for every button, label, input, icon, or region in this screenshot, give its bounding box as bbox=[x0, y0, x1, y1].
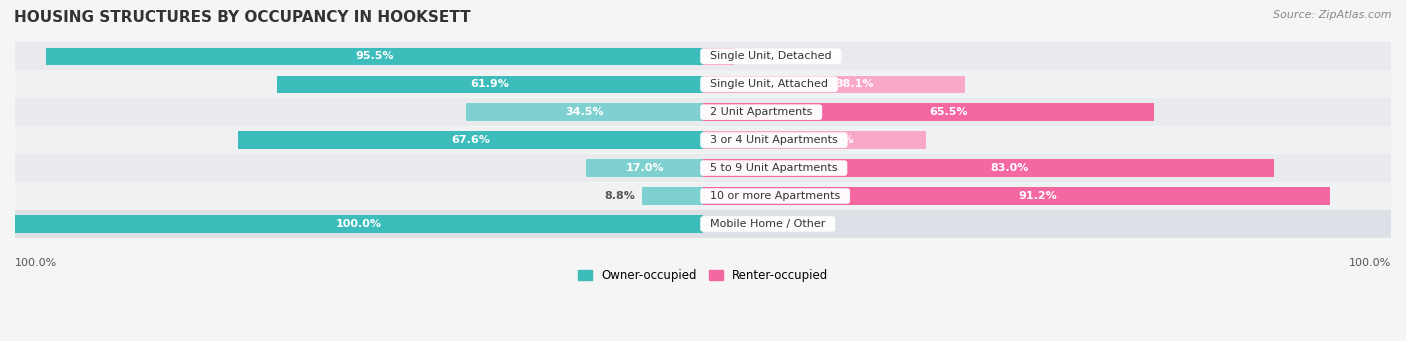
Text: Source: ZipAtlas.com: Source: ZipAtlas.com bbox=[1274, 10, 1392, 20]
Text: 65.5%: 65.5% bbox=[929, 107, 969, 117]
Text: 91.2%: 91.2% bbox=[1018, 191, 1057, 201]
Bar bbox=[15, 98, 1391, 126]
Legend: Owner-occupied, Renter-occupied: Owner-occupied, Renter-occupied bbox=[572, 264, 834, 287]
Bar bbox=[15, 154, 1391, 182]
Bar bbox=[703, 131, 927, 149]
Text: 2 Unit Apartments: 2 Unit Apartments bbox=[703, 107, 820, 117]
Text: 67.6%: 67.6% bbox=[451, 135, 489, 145]
Bar bbox=[15, 70, 1391, 98]
Text: 17.0%: 17.0% bbox=[626, 163, 664, 173]
Text: 8.8%: 8.8% bbox=[605, 191, 636, 201]
Bar bbox=[277, 76, 703, 93]
Bar bbox=[586, 159, 703, 177]
Text: 4.5%: 4.5% bbox=[741, 51, 772, 61]
Bar bbox=[703, 159, 1274, 177]
Bar bbox=[15, 215, 703, 233]
Text: 95.5%: 95.5% bbox=[356, 51, 394, 61]
Bar bbox=[15, 126, 1391, 154]
Text: 100.0%: 100.0% bbox=[336, 219, 382, 229]
Text: 0.0%: 0.0% bbox=[710, 219, 741, 229]
Text: 83.0%: 83.0% bbox=[990, 163, 1028, 173]
Text: 100.0%: 100.0% bbox=[15, 258, 58, 268]
Text: 32.4%: 32.4% bbox=[815, 135, 855, 145]
Text: 10 or more Apartments: 10 or more Apartments bbox=[703, 191, 848, 201]
Bar bbox=[238, 131, 703, 149]
Text: 5 to 9 Unit Apartments: 5 to 9 Unit Apartments bbox=[703, 163, 845, 173]
Text: 34.5%: 34.5% bbox=[565, 107, 603, 117]
Text: 100.0%: 100.0% bbox=[1348, 258, 1391, 268]
Text: Single Unit, Detached: Single Unit, Detached bbox=[703, 51, 838, 61]
Bar bbox=[703, 76, 965, 93]
Bar bbox=[703, 103, 1154, 121]
Bar bbox=[15, 182, 1391, 210]
Bar bbox=[703, 48, 734, 65]
Text: 61.9%: 61.9% bbox=[471, 79, 509, 89]
Bar bbox=[465, 103, 703, 121]
Bar bbox=[643, 187, 703, 205]
Text: Single Unit, Attached: Single Unit, Attached bbox=[703, 79, 835, 89]
Text: 3 or 4 Unit Apartments: 3 or 4 Unit Apartments bbox=[703, 135, 845, 145]
Bar bbox=[15, 210, 1391, 238]
Text: 38.1%: 38.1% bbox=[835, 79, 875, 89]
Bar bbox=[46, 48, 703, 65]
Bar bbox=[15, 42, 1391, 70]
Bar bbox=[703, 187, 1330, 205]
Text: HOUSING STRUCTURES BY OCCUPANCY IN HOOKSETT: HOUSING STRUCTURES BY OCCUPANCY IN HOOKS… bbox=[14, 10, 471, 25]
Text: Mobile Home / Other: Mobile Home / Other bbox=[703, 219, 832, 229]
